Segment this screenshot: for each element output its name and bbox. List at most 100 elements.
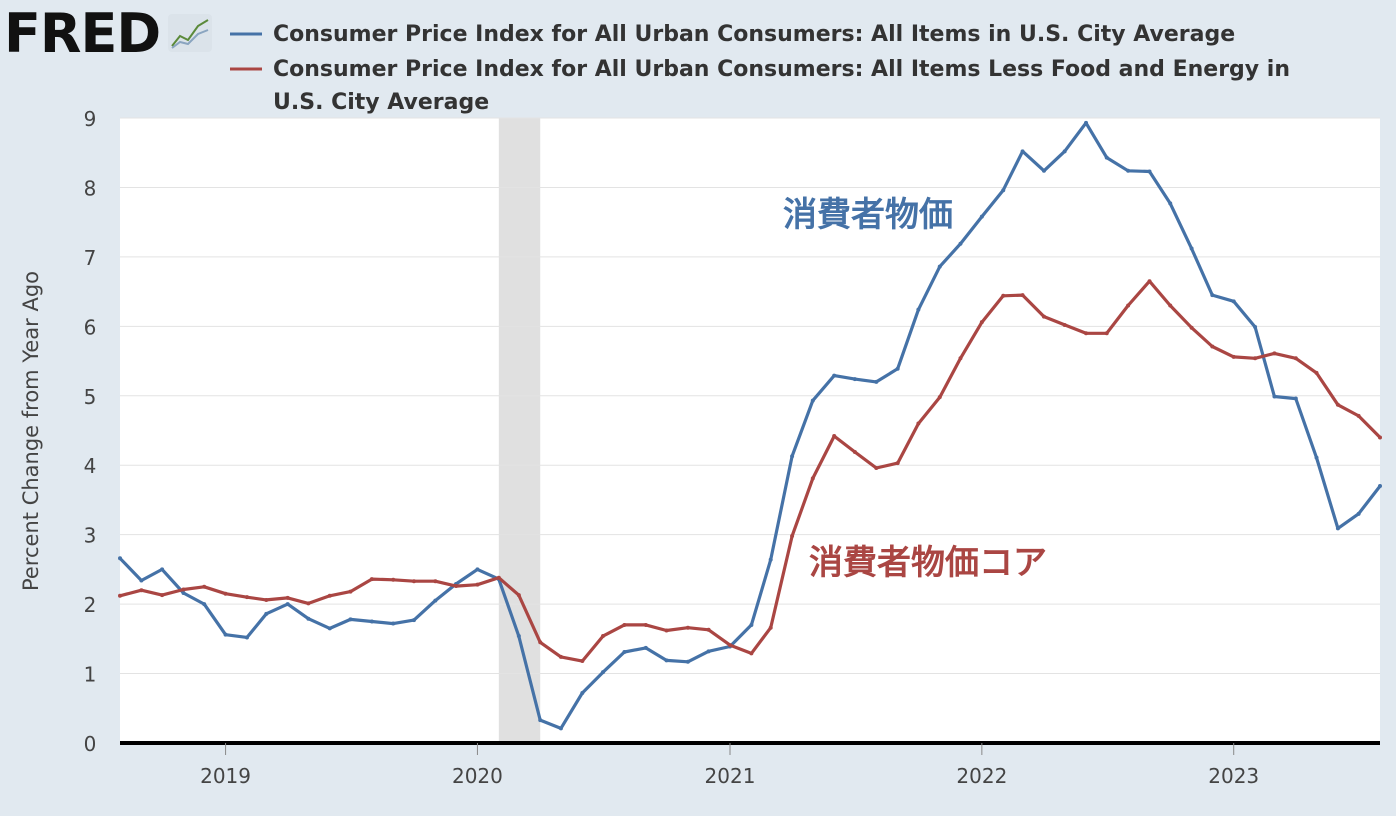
data-point (727, 643, 732, 648)
data-point (1253, 325, 1258, 330)
data-point (958, 356, 963, 361)
data-point (1084, 120, 1089, 125)
data-point (937, 395, 942, 400)
data-point (622, 622, 627, 627)
data-point (790, 454, 795, 459)
data-point (1314, 370, 1319, 375)
data-point (118, 556, 122, 561)
data-point (264, 611, 269, 616)
data-point (244, 595, 249, 600)
data-point (1189, 325, 1194, 330)
data-point (1210, 293, 1215, 298)
data-point (202, 602, 207, 607)
data-point (1378, 435, 1382, 440)
data-point (1335, 526, 1340, 531)
y-tick-label: 3 (84, 524, 97, 548)
data-point (1335, 402, 1340, 407)
data-point (244, 635, 249, 640)
series-1 (118, 279, 1382, 664)
data-point (580, 691, 585, 695)
data-point (664, 658, 669, 663)
x-axis: 2019 2020 2021 2022 2023 (120, 741, 1380, 788)
data-point (348, 589, 353, 594)
data-point (1378, 484, 1382, 489)
legend: Consumer Price Index for All Urban Consu… (230, 22, 1290, 115)
data-point (790, 534, 795, 539)
data-point (327, 593, 332, 598)
x-tick-label: 2021 (705, 764, 756, 788)
data-point (391, 621, 396, 626)
legend-label: Consumer Price Index for All Urban Consu… (273, 57, 1290, 115)
data-point (1104, 155, 1109, 160)
series-annotation: 消費者物価 (783, 195, 953, 235)
legend-label: Consumer Price Index for All Urban Consu… (273, 22, 1235, 47)
data-point (306, 601, 311, 606)
data-point (706, 627, 711, 632)
y-tick-label: 0 (84, 732, 97, 756)
data-point (1272, 394, 1277, 399)
data-point (810, 476, 815, 481)
data-point (369, 619, 374, 624)
data-point (832, 373, 837, 378)
data-point (223, 632, 228, 637)
data-point (160, 593, 165, 598)
data-point (1168, 201, 1173, 206)
data-point (181, 587, 186, 592)
data-point (181, 591, 186, 595)
data-point (852, 450, 857, 455)
y-tick-label: 8 (84, 176, 97, 200)
header: FRED (4, 2, 212, 65)
data-point (664, 628, 669, 633)
recession-band (498, 118, 541, 743)
data-point (1126, 303, 1131, 308)
data-point (285, 602, 290, 607)
data-point (1041, 314, 1046, 319)
data-point (1020, 293, 1025, 298)
y-tick-label: 5 (84, 385, 97, 409)
plot-area (120, 118, 1380, 743)
data-point (139, 588, 144, 593)
data-point (601, 670, 606, 675)
data-point (475, 567, 480, 572)
data-point (139, 578, 144, 583)
y-tick-label: 6 (84, 315, 97, 339)
data-point (118, 593, 122, 598)
data-point (832, 434, 837, 439)
data-point (1231, 354, 1236, 359)
data-point (391, 577, 396, 582)
data-point (202, 584, 207, 589)
data-point (454, 584, 459, 589)
data-point (1231, 299, 1236, 304)
data-point (768, 625, 773, 630)
y-tick-label: 9 (84, 107, 97, 131)
data-point (916, 421, 921, 426)
data-point (1293, 396, 1298, 401)
y-tick-label: 1 (84, 663, 97, 687)
data-point (516, 634, 521, 639)
legend-item-1[interactable]: Consumer Price Index for All Urban Consu… (230, 57, 1290, 115)
data-point (685, 659, 690, 664)
data-point (411, 618, 416, 623)
series-0 (118, 120, 1382, 731)
data-point (1272, 351, 1277, 356)
data-point (1210, 344, 1215, 349)
data-point (810, 398, 815, 403)
data-point (979, 214, 984, 219)
legend-item-0[interactable]: Consumer Price Index for All Urban Consu… (230, 22, 1235, 47)
data-point (160, 567, 165, 572)
data-point (516, 593, 521, 598)
data-point (1020, 149, 1025, 154)
data-point (1001, 293, 1006, 298)
data-point (895, 366, 900, 371)
fred-logo[interactable]: FRED (4, 2, 161, 65)
data-point (852, 377, 857, 382)
data-point (580, 659, 585, 664)
data-point (1356, 413, 1361, 418)
y-axis: 0 1 2 3 4 5 6 7 8 9 (84, 107, 97, 756)
data-point (601, 634, 606, 639)
data-point (643, 622, 648, 627)
data-point (1147, 169, 1152, 174)
x-tick-label: 2022 (956, 764, 1007, 788)
